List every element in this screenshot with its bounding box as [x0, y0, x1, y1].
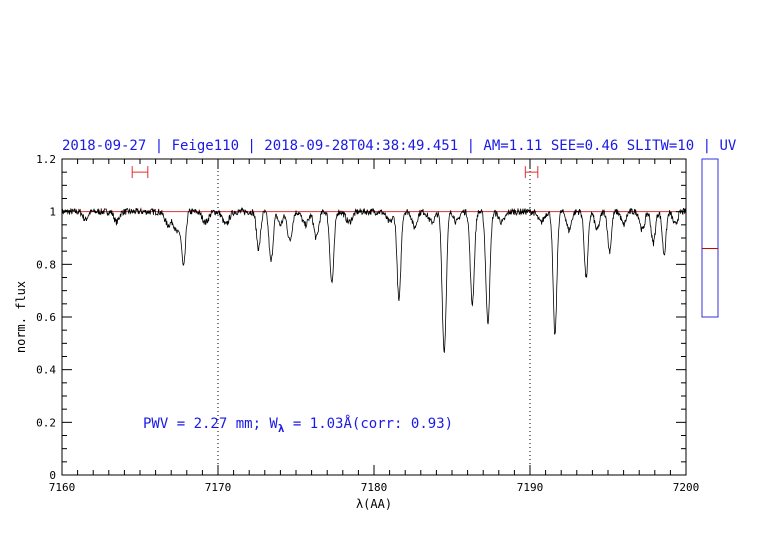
y-tick-label: 1	[49, 206, 56, 219]
y-axis-label: norm. flux	[14, 281, 28, 353]
x-tick-label: 7200	[673, 481, 700, 494]
y-tick-label: 0.4	[36, 364, 56, 377]
x-tick-label: 7170	[205, 481, 232, 494]
x-tick-label: 7180	[361, 481, 388, 494]
pwv-annotation: PWV = 2.27 mm; Wλ = 1.03Å(corr: 0.93)	[143, 415, 453, 435]
bracket-marker-0	[131, 166, 149, 179]
pwv-annotation-subscript: λ	[278, 422, 285, 435]
x-axis-label: λ(AA)	[356, 497, 392, 511]
y-tick-label: 0.6	[36, 311, 56, 324]
pwv-annotation-suffix: = 1.03Å(corr: 0.93)	[284, 415, 453, 432]
y-tick-label: 0	[49, 469, 56, 482]
bracket-marker-1	[524, 166, 539, 179]
spectrum-line-0	[61, 207, 687, 353]
x-tick-label: 7190	[517, 481, 544, 494]
y-tick-label: 1.2	[36, 153, 56, 166]
x-tick-label: 7160	[49, 481, 76, 494]
side-panel-box	[701, 158, 719, 318]
chart-title: 2018-09-27 | Feige110 | 2018-09-28T04:38…	[62, 138, 737, 154]
y-tick-label: 0.8	[36, 258, 56, 271]
pwv-annotation-prefix: PWV = 2.27 mm; W	[143, 416, 278, 432]
y-tick-label: 0.2	[36, 416, 56, 429]
